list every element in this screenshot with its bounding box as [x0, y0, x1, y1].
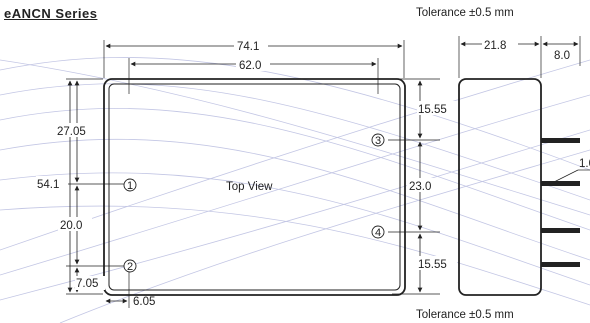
side-pin-3 — [541, 228, 580, 233]
pin-4-number: 4 — [375, 227, 381, 239]
right-upper-label: 15.55 — [418, 104, 447, 116]
side-pin-thickness-label: 1.0 — [579, 158, 590, 170]
side-pin-2 — [541, 181, 580, 186]
inner-width-label: 62.0 — [239, 60, 261, 72]
side-depth-label: 21.8 — [484, 40, 506, 52]
right-middle-label: 23.0 — [409, 181, 431, 193]
side-pin-1 — [541, 138, 580, 143]
pin-4: 4 — [371, 225, 385, 239]
top-view: Top View 74.1 62.0 54.1 27.05 20.0 — [36, 38, 457, 308]
left-middle-label: 20.0 — [60, 220, 82, 232]
module-outline — [103, 78, 406, 296]
tolerance-bottom: Tolerance ±0.5 mm — [416, 309, 514, 321]
side-pin-4 — [541, 262, 580, 267]
overall-width-label: 74.1 — [237, 41, 259, 53]
pin-2: 2 — [123, 259, 137, 273]
pin-offset-label: 6.05 — [133, 296, 155, 308]
tolerance-top: Tolerance ±0.5 mm — [416, 7, 514, 19]
module-inner-outline — [108, 83, 401, 291]
side-body — [458, 78, 542, 296]
pin-3-number: 3 — [375, 135, 381, 147]
pin-3: 3 — [371, 133, 385, 147]
top-view-label: Top View — [226, 181, 273, 193]
series-title: eANCN Series — [4, 6, 98, 21]
pin-2-number: 2 — [127, 261, 133, 273]
left-lower-label: 7.05 — [76, 278, 98, 290]
pin-1: 1 — [123, 178, 137, 192]
pin-1-number: 1 — [127, 180, 133, 192]
side-view: Tolerance ±0.5 mm 21.8 8.0 1.0 Tolerance… — [416, 7, 590, 321]
right-lower-label: 15.55 — [418, 259, 447, 271]
left-upper-label: 27.05 — [57, 126, 86, 138]
overall-height-label: 54.1 — [37, 179, 59, 191]
side-pin-length-label: 8.0 — [554, 50, 570, 62]
